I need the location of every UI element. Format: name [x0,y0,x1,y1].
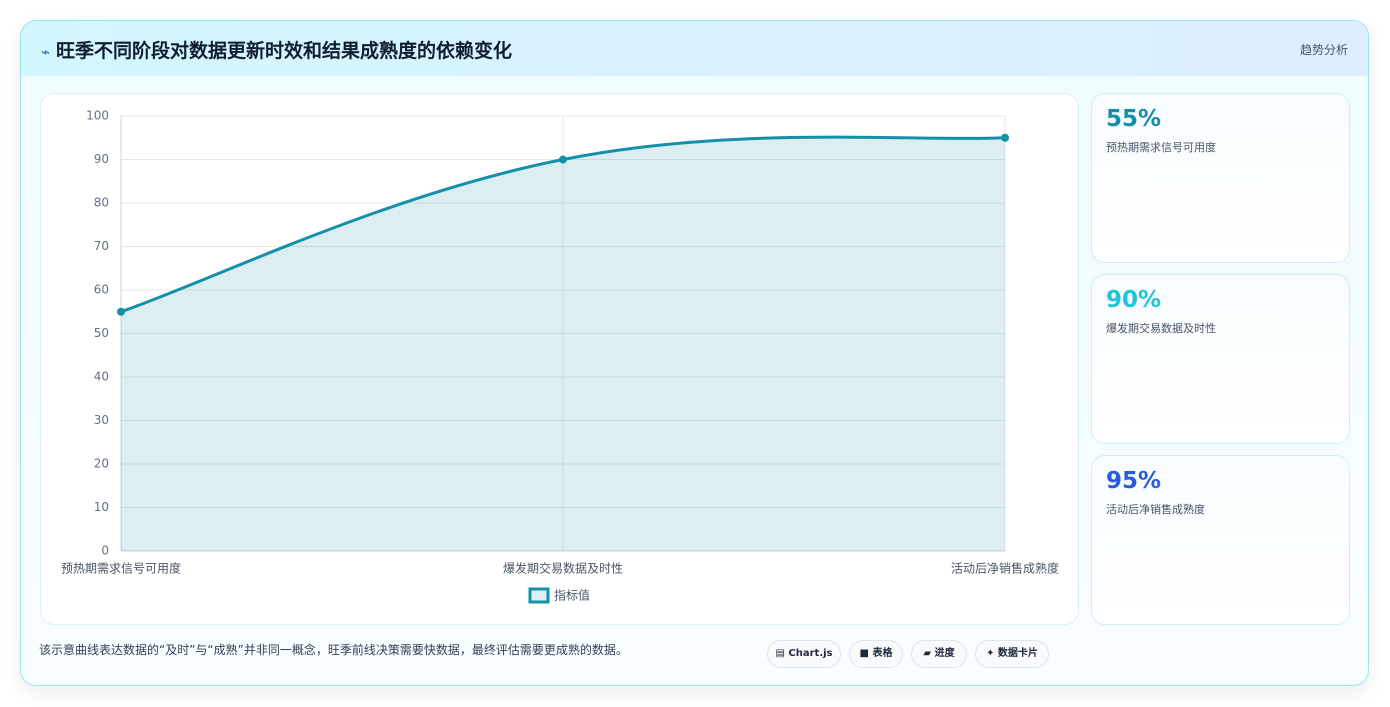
chart-panel: 0 10 20 30 40 50 60 70 80 90 100 预热期需求信号可用度 爆发期交易数据及… [40,93,1079,625]
y-tick-label: 90 [94,152,109,166]
tab-button[interactable]: ▤ Chart.js [767,640,841,668]
y-tick-label: 60 [94,283,109,297]
x-tick-label: 爆发期交易数据及时性 [503,561,623,576]
title-icon: ⌁ [41,43,51,61]
y-tick-label: 50 [94,326,109,340]
tab-button[interactable]: ■ 表格 [849,640,903,668]
stat-value: 55% [1106,106,1162,132]
area [121,137,1005,551]
y-tick-label: 20 [94,457,109,471]
header: ⌁ 旺季不同阶段对数据更新时效和结果成熟度的依赖变化 趋势分析 [21,21,1368,76]
title-text: 旺季不同阶段对数据更新时效和结果成熟度的依赖变化 [56,40,513,62]
y-tick-label: 30 [94,413,109,427]
footnote: 该示意曲线表达数据的“及时”与“成熟”并非同一概念，旺季前线决策需要快数据，最终… [39,643,628,657]
stat-value: 90% [1106,287,1162,313]
legend-swatch [528,587,550,604]
legend-label: 指标值 [554,588,590,603]
stat-label: 预热期需求信号可用度 [1106,141,1216,154]
stat-card: 95% 活动后净销售成熟度 [1091,455,1350,625]
stat-card: 55% 预热期需求信号可用度 [1091,93,1350,263]
y-tick-label: 40 [94,370,109,384]
stat-label: 爆发期交易数据及时性 [1106,322,1216,335]
dashboard-card: ⌁ 旺季不同阶段对数据更新时效和结果成熟度的依赖变化 趋势分析 0 10 20 30 40… [20,20,1369,686]
stat-card: 90% 爆发期交易数据及时性 [1091,274,1350,444]
y-tick-label: 80 [94,196,109,210]
stat-label: 活动后净销售成熟度 [1106,503,1205,516]
title: ⌁ 旺季不同阶段对数据更新时效和结果成熟度的依赖变化 [41,36,512,63]
stat-value: 95% [1106,468,1162,494]
chart: 0 10 20 30 40 50 60 70 80 90 100 预热期需求信号可用度 爆发期交易数据及… [61,109,1059,604]
x-tick-label: 活动后净销售成熟度 [951,561,1059,576]
y-tick-label: 10 [94,500,109,514]
point [117,307,125,316]
y-tick-label: 70 [94,239,109,253]
point [1001,133,1009,142]
tab-button[interactable]: ✦ 数据卡片 [975,640,1049,668]
point [559,155,567,164]
x-tick-label: 预热期需求信号可用度 [61,561,181,576]
tab-button[interactable]: ▰ 进度 [911,640,967,668]
y-tick-label: 0 [101,544,109,558]
header-tag: 趋势分析 [1299,43,1348,57]
y-tick-label: 100 [86,109,109,123]
